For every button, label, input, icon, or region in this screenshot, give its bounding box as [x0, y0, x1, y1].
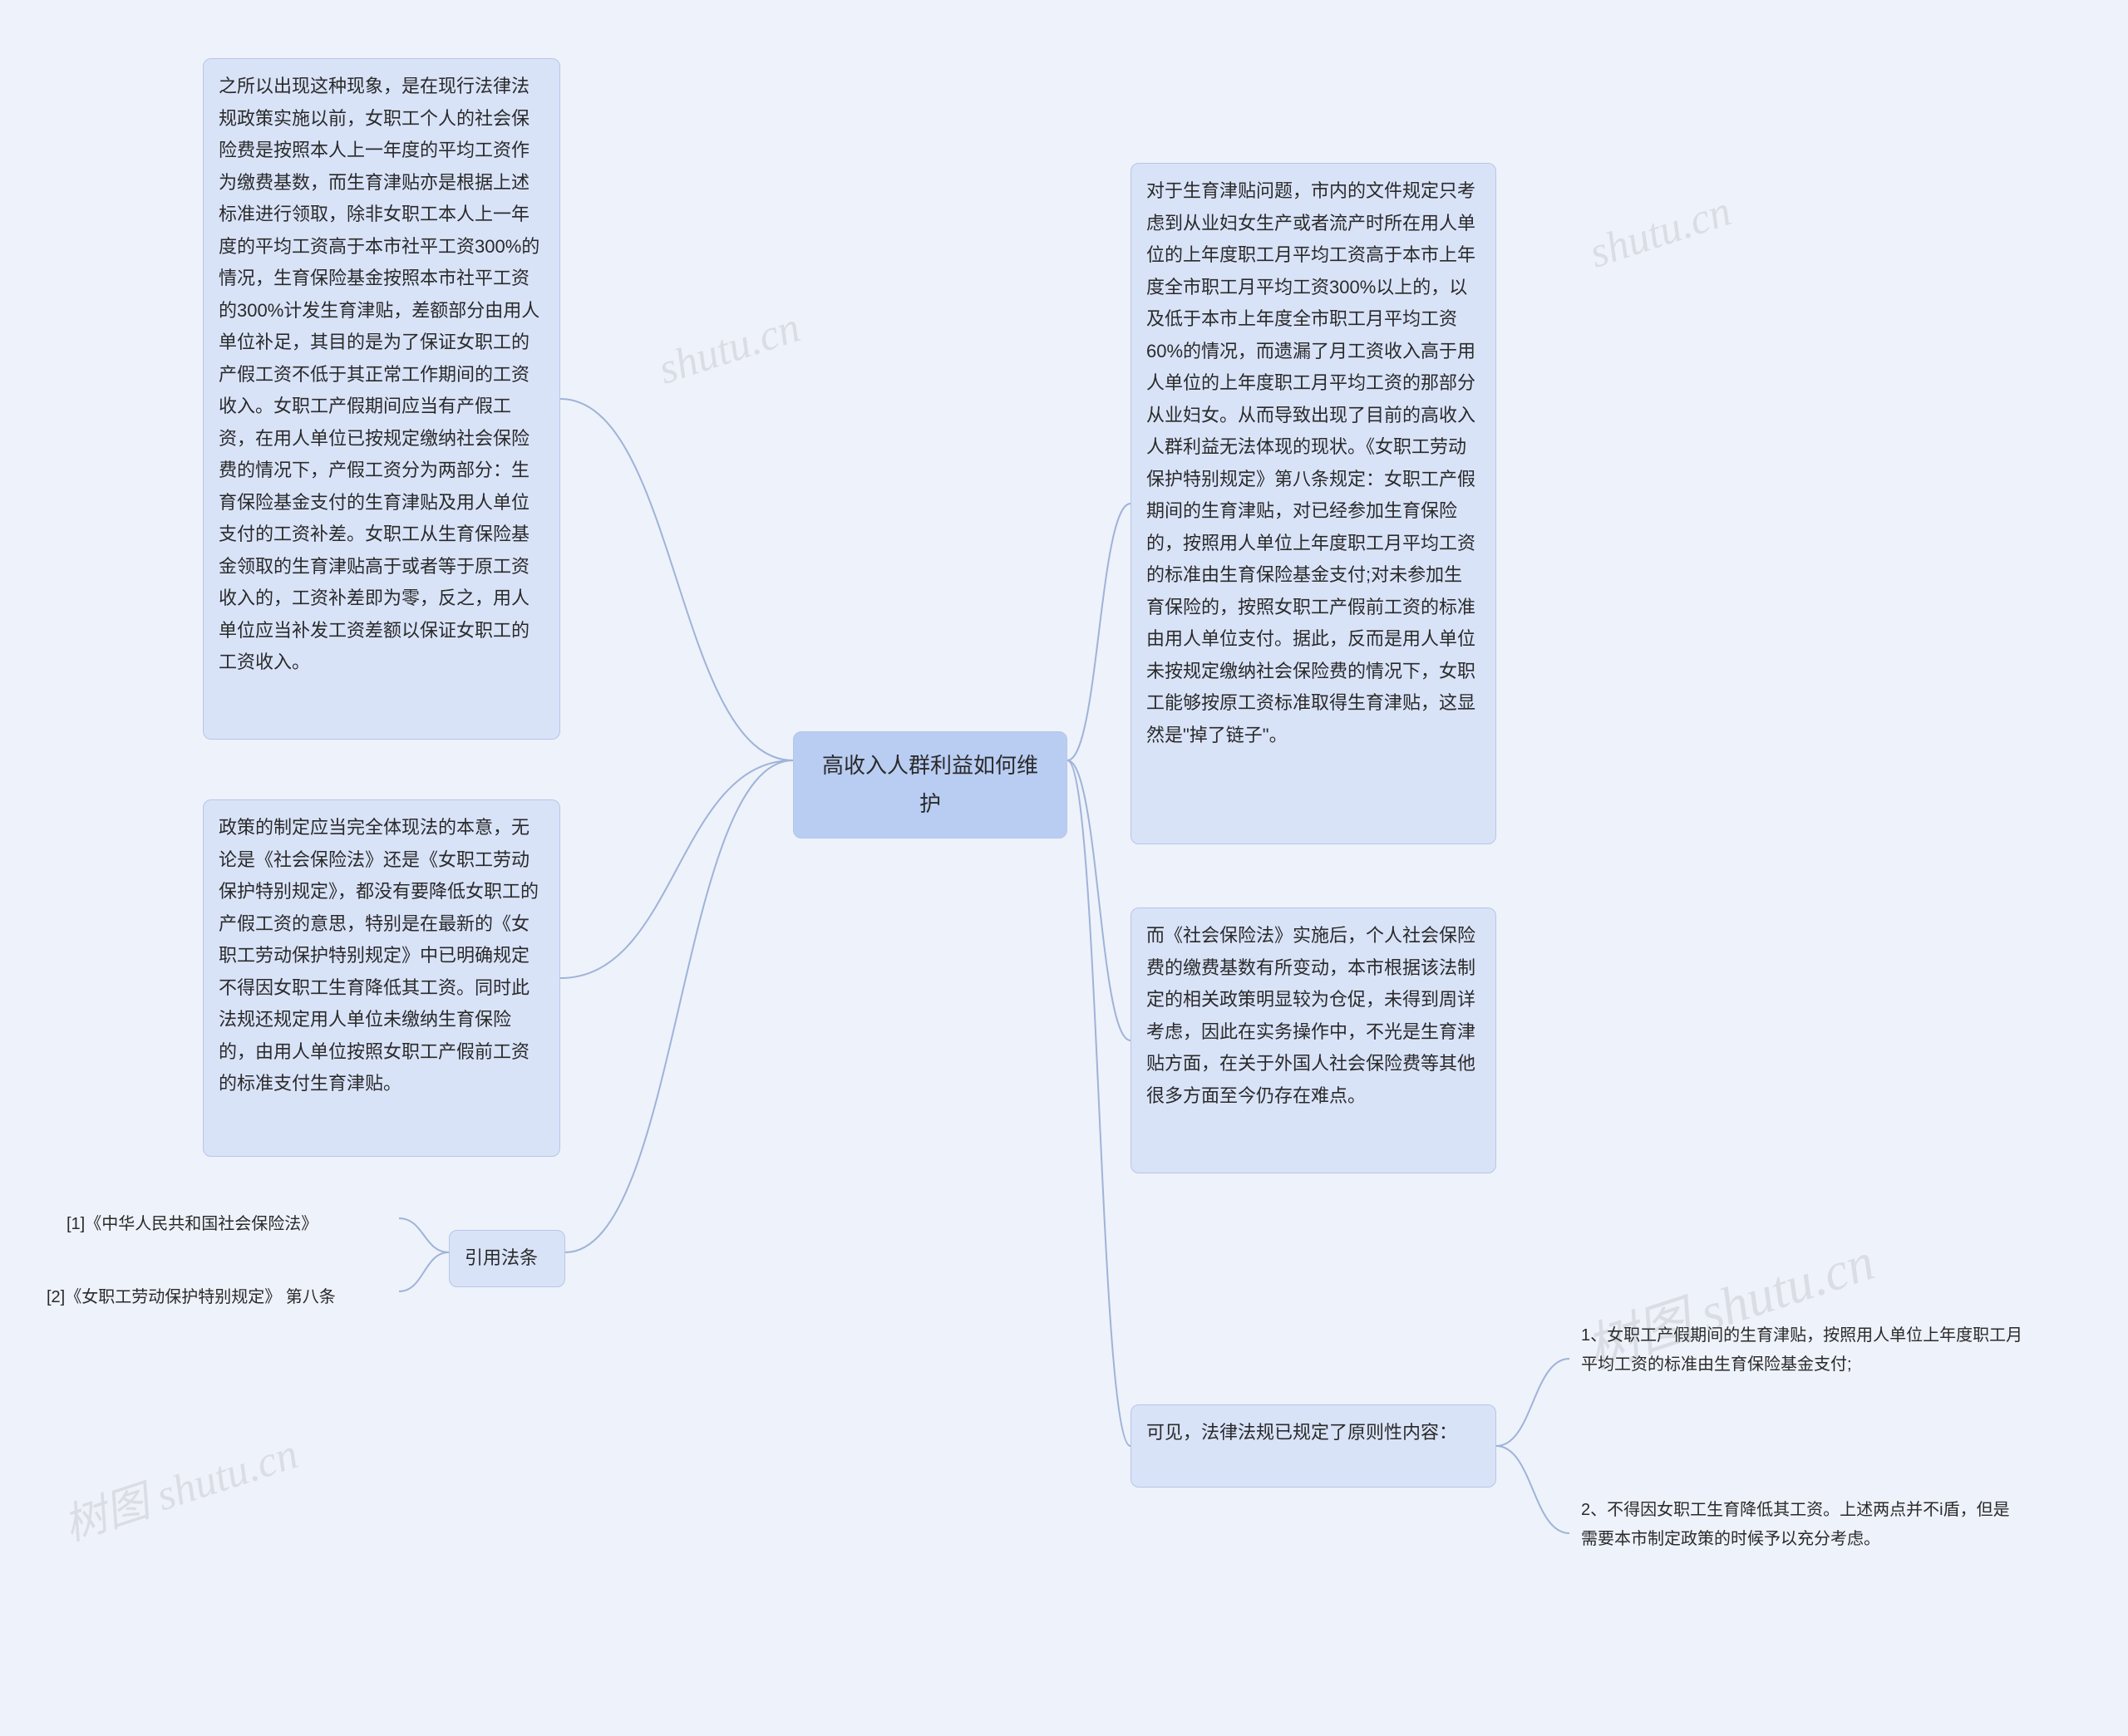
root-node[interactable]: 高收入人群利益如何维护	[793, 731, 1067, 838]
right-node-2[interactable]: 而《社会保险法》实施后，个人社会保险费的缴费基数有所变动，本市根据该法制定的相关…	[1130, 907, 1496, 1173]
right-leaf-1: 1、女职工产假期间的生育津贴，按照用人单位上年度职工月平均工资的标准由生育保险基…	[1569, 1313, 2035, 1404]
right-node-3[interactable]: 可见，法律法规已规定了原则性内容：	[1130, 1404, 1496, 1488]
right-leaf-2: 2、不得因女职工生育降低其工资。上述两点并不i盾，但是需要本市制定政策的时候予以…	[1569, 1488, 2035, 1579]
left-node-citations[interactable]: 引用法条	[449, 1230, 565, 1287]
citation-item-2: [2]《女职工劳动保护特别规定》 第八条	[35, 1275, 401, 1320]
left-node-2[interactable]: 政策的制定应当完全体现法的本意，无论是《社会保险法》还是《女职工劳动保护特别规定…	[203, 799, 560, 1157]
citation-item-1: [1]《中华人民共和国社会保险法》	[55, 1202, 404, 1247]
right-node-1[interactable]: 对于生育津贴问题，市内的文件规定只考虑到从业妇女生产或者流产时所在用人单位的上年…	[1130, 163, 1496, 844]
left-node-1[interactable]: 之所以出现这种现象，是在现行法律法规政策实施以前，女职工个人的社会保险费是按照本…	[203, 58, 560, 740]
